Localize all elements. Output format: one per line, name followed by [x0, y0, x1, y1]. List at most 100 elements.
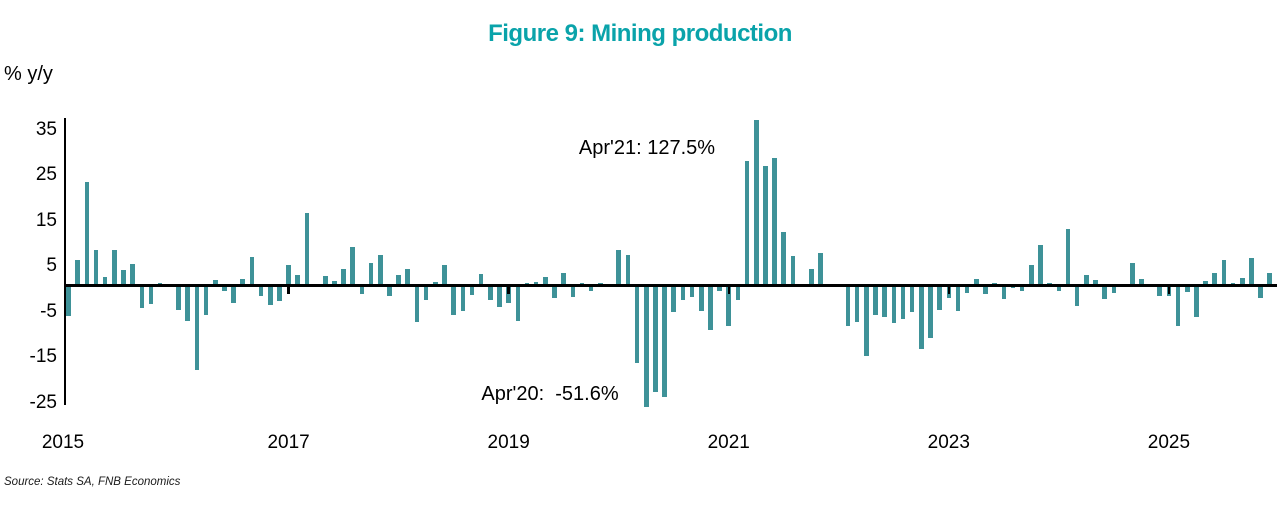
bar [515, 285, 521, 321]
chart-title: Figure 9: Mining production [488, 20, 792, 47]
bar [1258, 285, 1263, 299]
bar [1111, 285, 1117, 294]
bar [919, 285, 924, 349]
bar [1074, 285, 1080, 307]
bar [561, 272, 566, 286]
bar [1239, 278, 1245, 286]
bar [808, 268, 814, 286]
bar [1157, 285, 1163, 297]
y-tick-label: -25 [29, 391, 57, 413]
year-tick-mark [1167, 285, 1171, 294]
bar [433, 281, 438, 286]
bar [112, 249, 117, 286]
bar [350, 246, 356, 286]
bar [579, 282, 585, 286]
bar [249, 256, 255, 286]
year-tick-mark [507, 285, 510, 294]
bar [1084, 275, 1089, 286]
bar [332, 281, 337, 286]
bar [616, 250, 621, 286]
bar [1001, 285, 1007, 300]
bar [451, 285, 456, 316]
bar [405, 268, 411, 286]
bar [377, 255, 383, 286]
bar [1129, 263, 1135, 286]
source-note: Source: Stats SA, FNB Economics [4, 476, 181, 488]
bar [643, 285, 649, 407]
bar [845, 285, 851, 327]
bar [478, 273, 484, 286]
bar [1038, 245, 1043, 286]
y-tick-label: 25 [35, 164, 57, 186]
bar [1093, 280, 1098, 286]
bar [891, 285, 897, 323]
bar [84, 181, 90, 286]
bar [231, 285, 236, 304]
bar [442, 265, 447, 286]
bar [763, 166, 768, 286]
bar [102, 276, 108, 286]
bar [974, 278, 979, 286]
bar [1102, 285, 1107, 299]
bar [139, 285, 145, 309]
bar [625, 255, 631, 286]
bar [653, 285, 658, 392]
bar [277, 285, 282, 301]
bar [570, 285, 576, 298]
bar [506, 285, 511, 304]
bar [304, 212, 310, 286]
y-axis-unit-label: % y/y [4, 63, 53, 85]
y-tick-label: 5 [46, 255, 57, 277]
bar [1267, 272, 1273, 286]
bar [1194, 285, 1199, 317]
bar [460, 285, 466, 311]
bar [488, 285, 493, 300]
bar [1065, 228, 1071, 286]
bar [387, 285, 392, 296]
bar [1203, 280, 1208, 286]
bar [203, 285, 209, 316]
bar [359, 285, 365, 294]
y-tick-label: 15 [35, 209, 57, 231]
bar [964, 285, 970, 294]
bar [900, 285, 906, 319]
bar [873, 285, 878, 315]
bar [533, 282, 539, 286]
bar [909, 285, 915, 312]
bar [1019, 285, 1025, 292]
bar [212, 280, 218, 286]
bar [469, 285, 475, 295]
bar [368, 262, 374, 286]
bar [955, 285, 961, 311]
bar [414, 285, 420, 322]
bar [1221, 260, 1227, 286]
x-tick-label: 2019 [487, 432, 530, 453]
x-tick-label: 2025 [1147, 432, 1191, 453]
x-tick-label: 2015 [41, 432, 85, 453]
bar [543, 277, 548, 286]
bar [130, 264, 135, 286]
bar [121, 269, 126, 286]
bar [680, 285, 686, 300]
bar [176, 285, 181, 311]
bar [93, 249, 99, 286]
bar [286, 265, 291, 286]
bar [662, 285, 667, 397]
bar [882, 285, 887, 318]
x-tick-label: 2017 [267, 432, 310, 453]
bar [937, 285, 942, 310]
bar [341, 268, 346, 286]
bar [790, 255, 796, 286]
peak-annotation: Apr'21: 127.5% [578, 137, 716, 159]
bar [671, 285, 676, 312]
bar [1010, 285, 1016, 289]
year-tick-mark [947, 285, 950, 294]
bar [689, 285, 695, 298]
bar [295, 275, 301, 286]
bar [698, 285, 704, 311]
y-axis-line [63, 118, 67, 405]
bar [552, 285, 557, 299]
bar [75, 260, 80, 286]
bar [726, 285, 732, 326]
